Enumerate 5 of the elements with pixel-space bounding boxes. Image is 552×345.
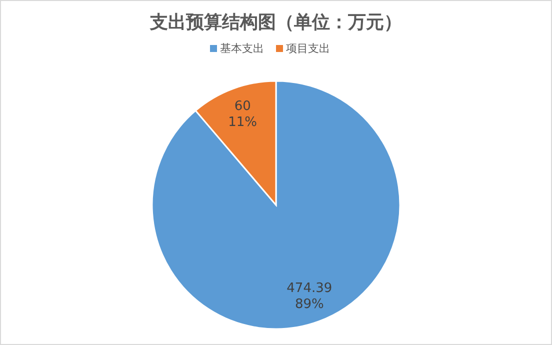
chart-title: 支出预算结构图（单位：万元） bbox=[149, 12, 402, 33]
legend-label: 基本支出 bbox=[220, 42, 264, 55]
data-label: 474.39 89% bbox=[286, 280, 332, 312]
data-label: 60 11% bbox=[228, 99, 258, 130]
legend-label: 项目支出 bbox=[286, 42, 330, 55]
